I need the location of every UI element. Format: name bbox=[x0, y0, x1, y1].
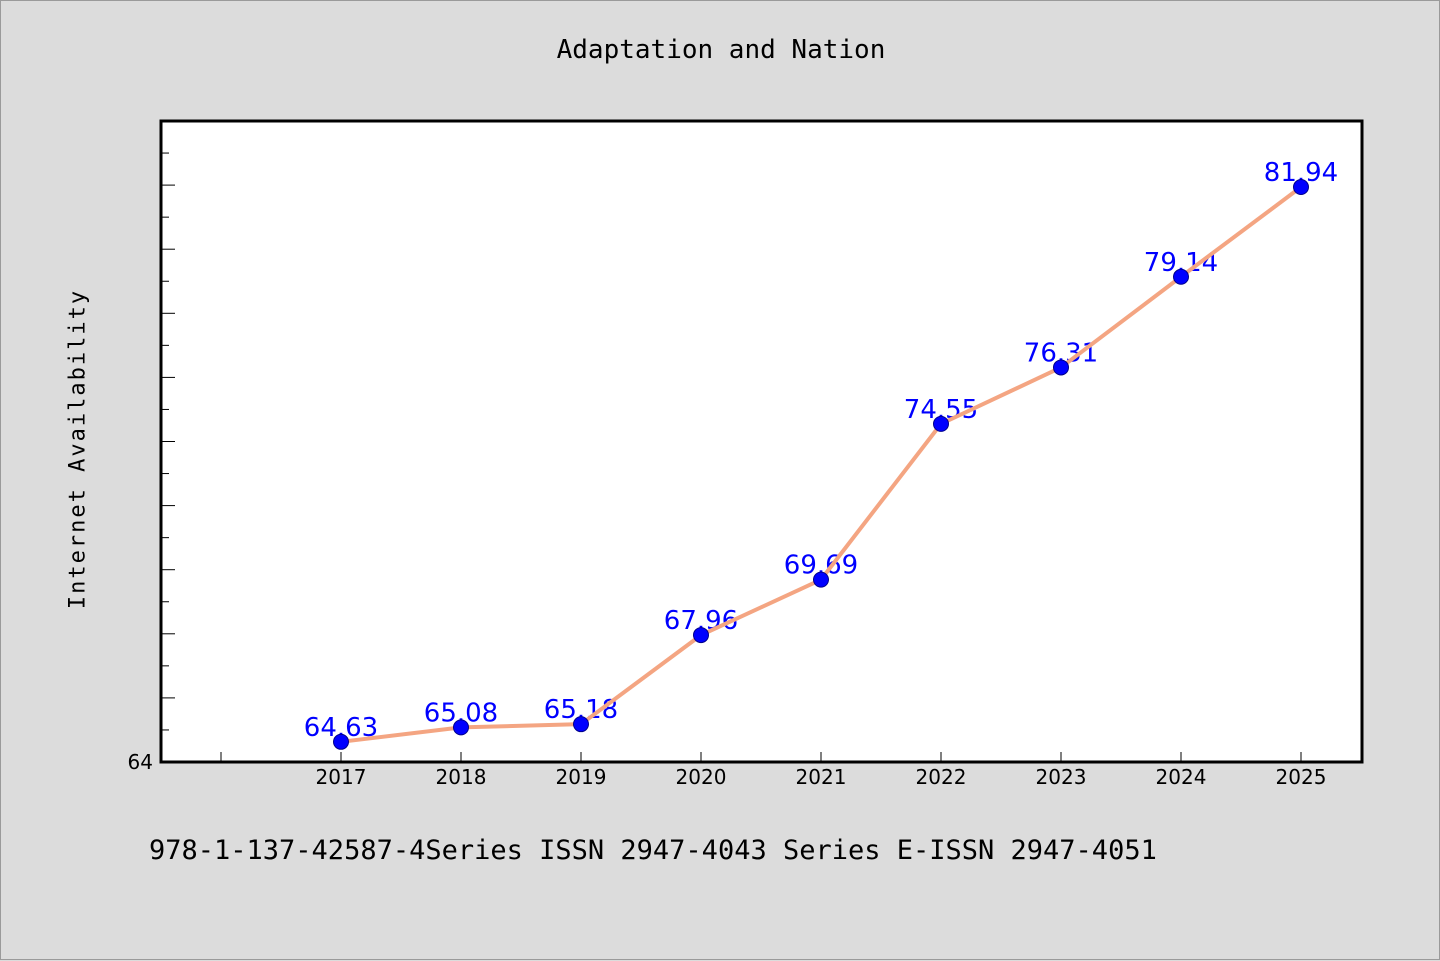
x-tick-label: 2024 bbox=[1156, 765, 1207, 789]
data-point bbox=[333, 733, 349, 750]
plot-background bbox=[159, 119, 1364, 764]
chart-title: Adaptation and Nation bbox=[556, 35, 886, 65]
data-point bbox=[933, 415, 949, 432]
data-point bbox=[453, 719, 469, 736]
series-layer bbox=[333, 179, 1309, 750]
x-tick-label: 2025 bbox=[1276, 765, 1327, 789]
y-tick-label: 64 bbox=[128, 750, 153, 774]
x-tick-label: 2018 bbox=[436, 765, 487, 789]
data-point bbox=[573, 716, 589, 733]
data-point bbox=[1293, 179, 1309, 196]
footer-text: 978-1-137-42587-4Series ISSN 2947-4043 S… bbox=[149, 835, 1157, 866]
data-labels: 64.63 65.08 65.1867.9669.6974.5576.3179.14… bbox=[304, 158, 1338, 743]
data-point bbox=[813, 571, 829, 588]
x-tick-label: 2020 bbox=[676, 765, 727, 789]
x-tick-label: 2019 bbox=[556, 765, 607, 789]
y-axis-ticks: 64 bbox=[128, 152, 175, 774]
x-tick-label: 2017 bbox=[316, 765, 367, 789]
x-tick-label: 2023 bbox=[1036, 765, 1087, 789]
data-point bbox=[1053, 359, 1069, 376]
data-point bbox=[1173, 268, 1189, 285]
x-tick-label: 2021 bbox=[796, 765, 847, 789]
x-tick-label: 2022 bbox=[916, 765, 967, 789]
x-axis-ticks: 2017 2018 2019 2020 2021 2022 2023 2024 2025 bbox=[220, 752, 1327, 789]
data-point bbox=[693, 627, 709, 644]
